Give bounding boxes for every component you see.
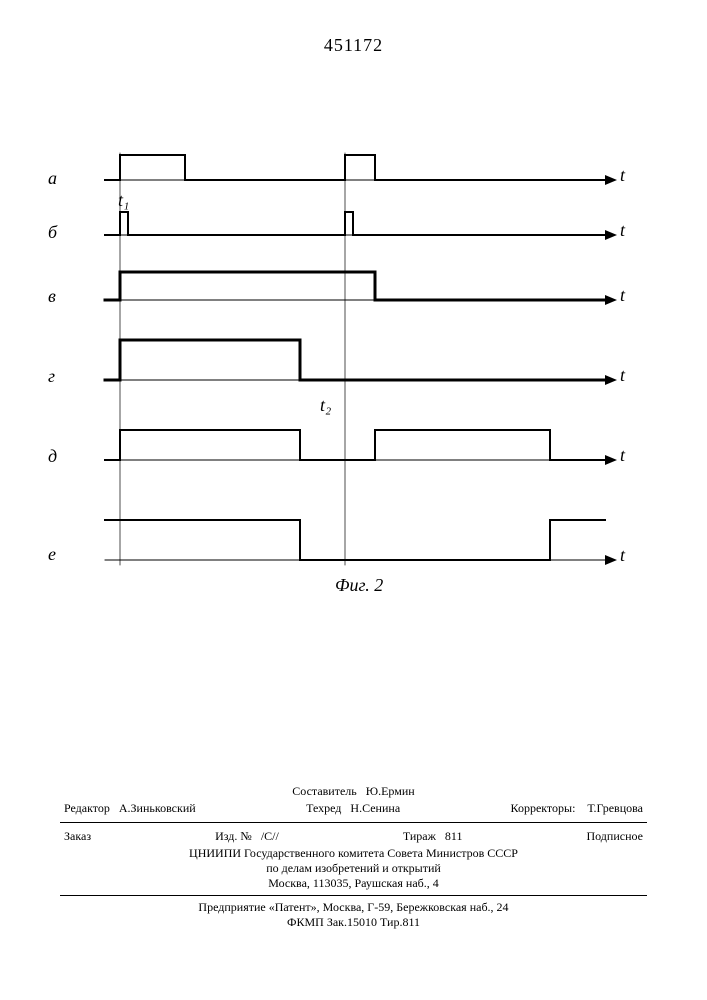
tirazh-value: 811 — [445, 829, 463, 843]
print-info-row: Заказ Изд. № /С// Тираж 811 Подписное — [60, 827, 647, 846]
press-line2: ФКМП Зак.15010 Тир.811 — [60, 915, 647, 930]
podpisnoe: Подписное — [586, 829, 643, 844]
org-line2: по делам изобретений и открытий — [60, 861, 647, 876]
corrector-label: Корректоры: — [511, 801, 576, 815]
techred-label: Техред — [306, 801, 341, 815]
row-label-e: е — [48, 544, 56, 565]
divider-1 — [60, 822, 647, 823]
row-label-b: б — [48, 222, 57, 243]
techred-name: Н.Сенина — [350, 801, 400, 815]
axis-t-g: t — [620, 365, 625, 386]
axis-t-b: t — [620, 220, 625, 241]
footer-block: Составитель Ю.Ермин Редактор А.Зиньковск… — [60, 784, 647, 930]
compiler-name: Ю.Ермин — [366, 784, 415, 798]
divider-2 — [60, 895, 647, 896]
axis-t-e: t — [620, 545, 625, 566]
page: 451172 а б в г д е t t t t t t t₁ t₂ Фиг… — [0, 0, 707, 1000]
org-line3: Москва, 113035, Раушская наб., 4 — [60, 876, 647, 891]
row-label-a: а — [48, 168, 57, 189]
tirazh-label: Тираж — [403, 829, 436, 843]
row-label-d: д — [48, 446, 57, 467]
axis-t-a: t — [620, 165, 625, 186]
editor-name: А.Зиньковский — [119, 801, 196, 815]
izd-label: Изд. № — [215, 829, 252, 843]
editor-label: Редактор — [64, 801, 110, 815]
compiler-label: Составитель — [292, 784, 356, 798]
compiler-line: Составитель Ю.Ермин — [60, 784, 647, 799]
corrector-name: Т.Гревцова — [587, 801, 643, 815]
patent-number: 451172 — [0, 35, 707, 56]
row-label-v: в — [48, 286, 56, 307]
izd-value: /С// — [261, 829, 279, 843]
t1-label: t₁ — [118, 190, 129, 211]
timing-diagram — [65, 140, 635, 610]
credits-row: Редактор А.Зиньковский Техред Н.Сенина К… — [60, 799, 647, 818]
axis-t-d: t — [620, 445, 625, 466]
order-label: Заказ — [64, 829, 91, 844]
figure-label: Фиг. 2 — [335, 575, 383, 596]
axis-t-v: t — [620, 285, 625, 306]
t2-label: t₂ — [320, 395, 331, 416]
press-line: Предприятие «Патент», Москва, Г-59, Бере… — [60, 900, 647, 915]
org-line1: ЦНИИПИ Государственного комитета Совета … — [60, 846, 647, 861]
row-label-g: г — [48, 366, 55, 387]
